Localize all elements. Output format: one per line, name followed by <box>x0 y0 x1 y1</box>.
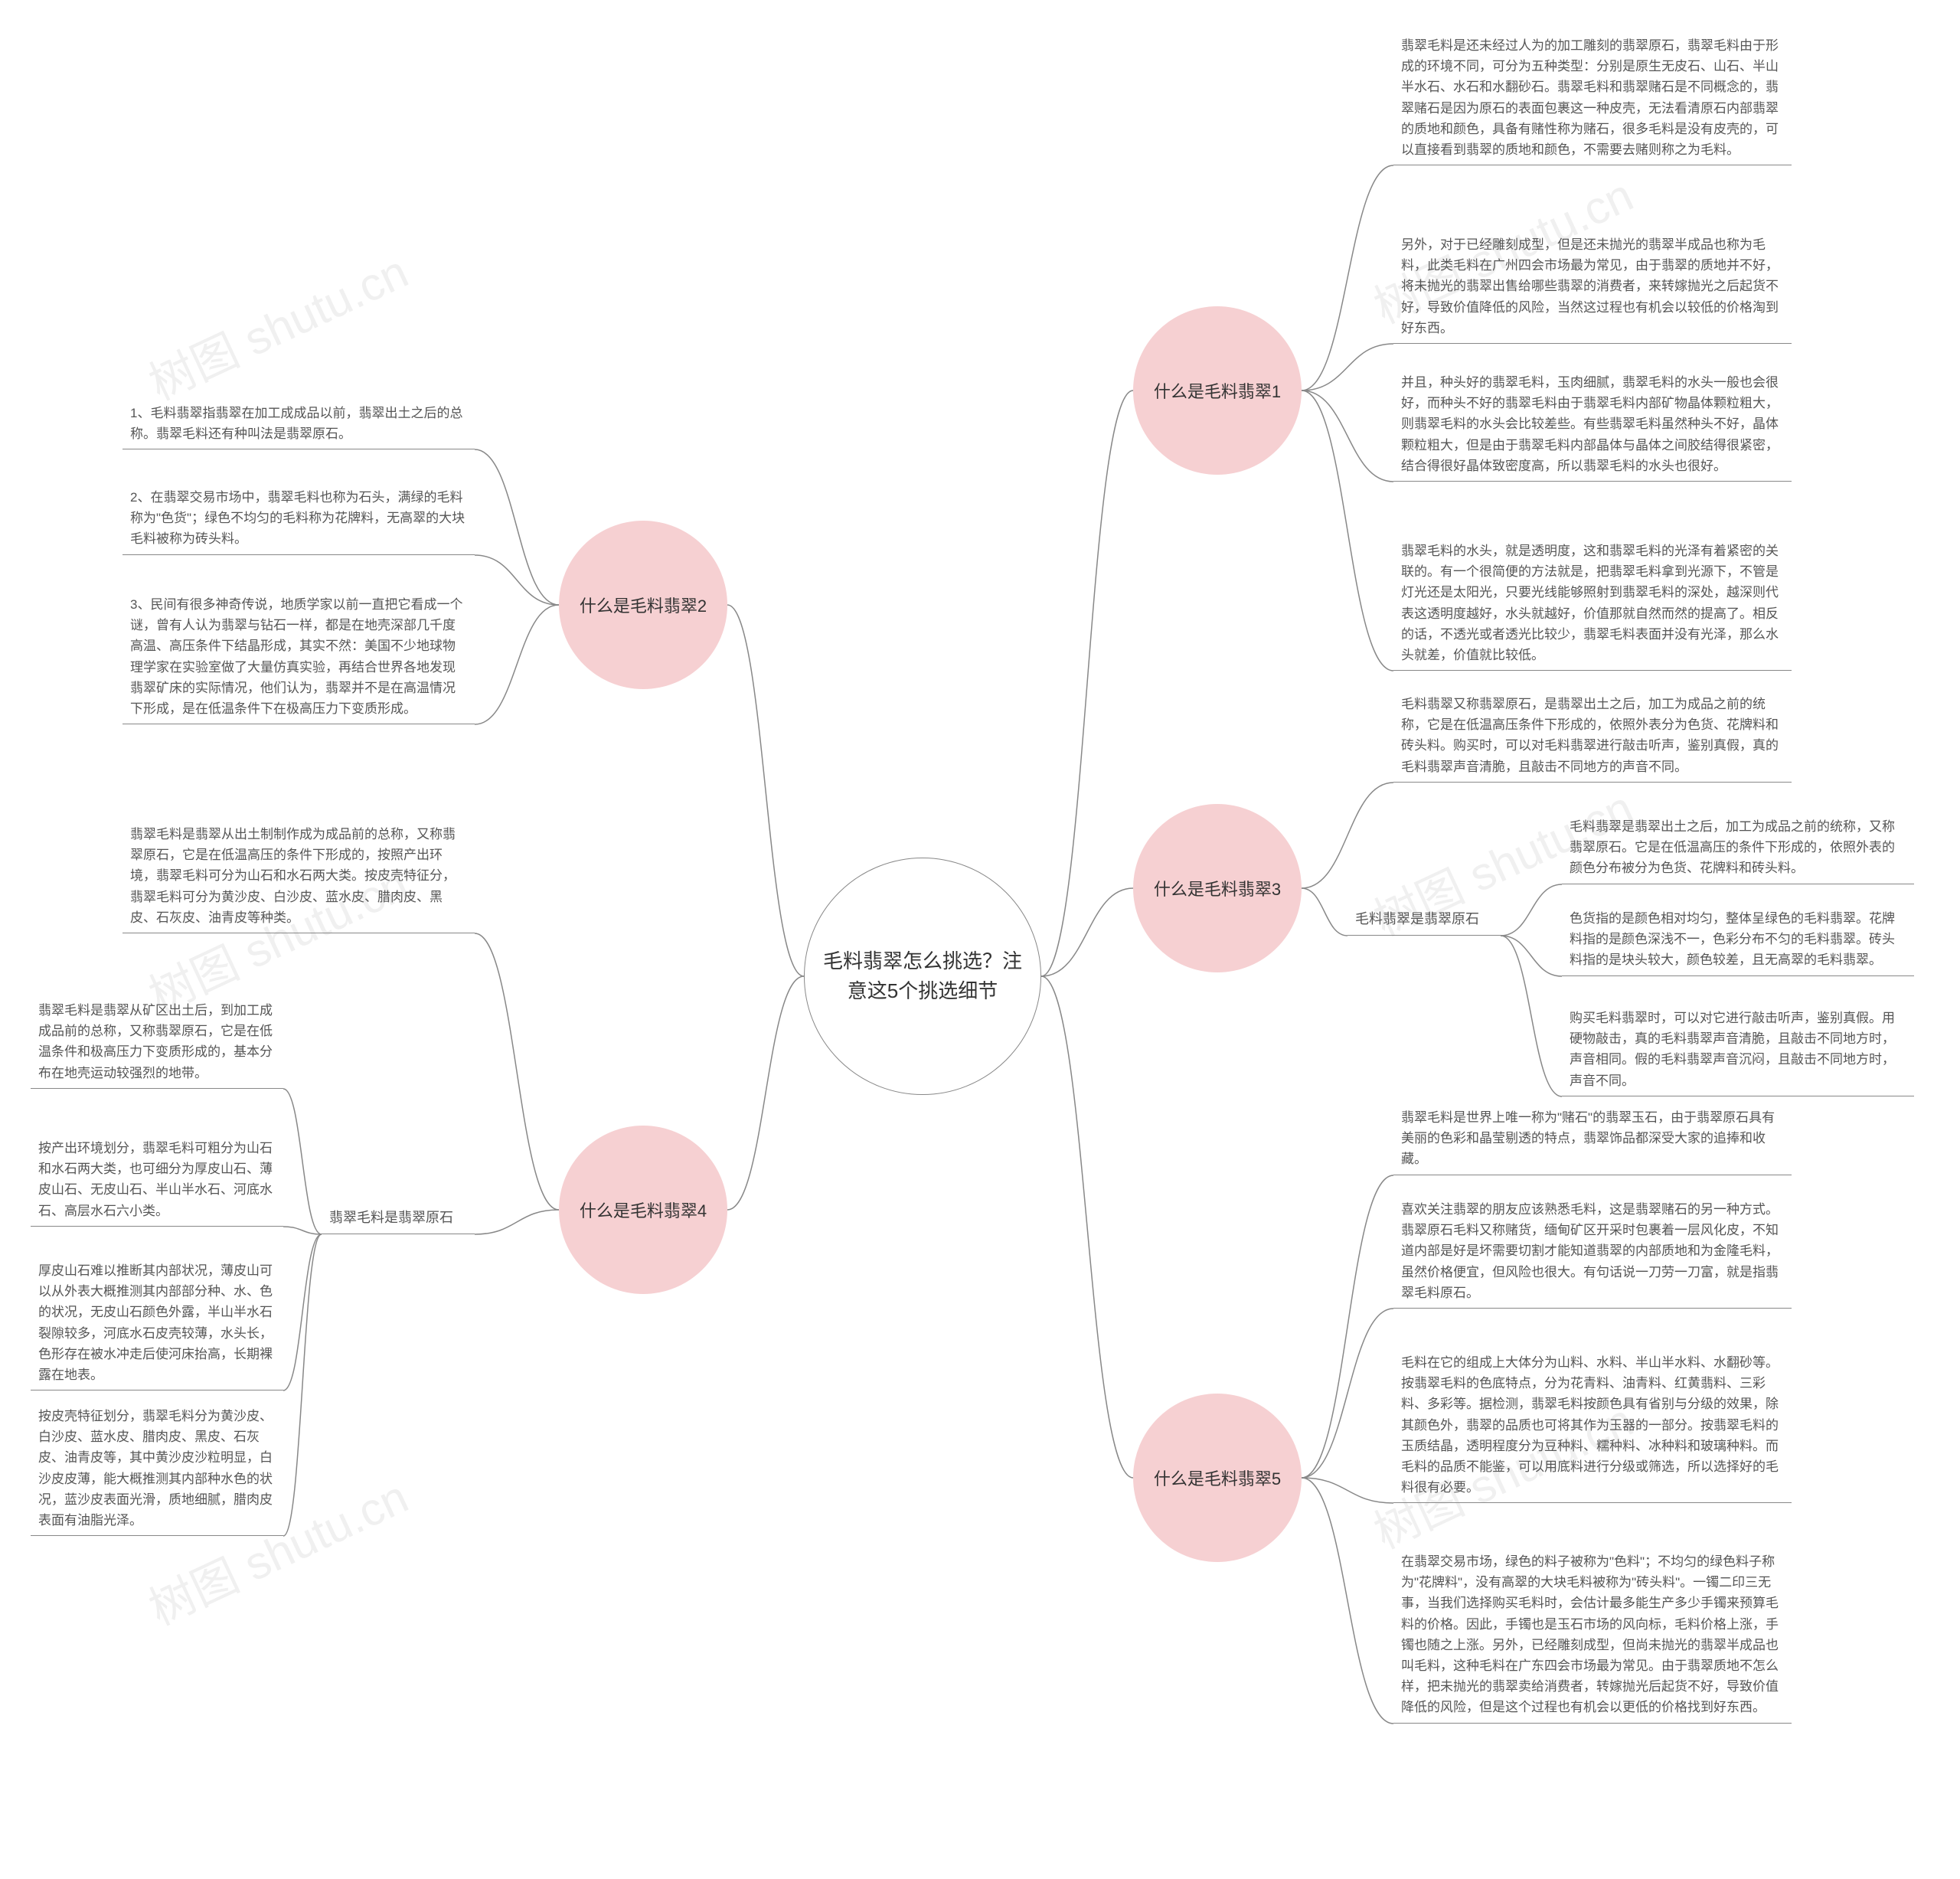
branch-label: 什么是毛料翡翠1 <box>1154 378 1281 403</box>
leaf-node: 毛料翡翠又称翡翠原石，是翡翠出土之后，加工为成品之前的统称，它是在低温高压条件下… <box>1393 689 1792 783</box>
branch-node[interactable]: 什么是毛料翡翠1 <box>1133 306 1302 475</box>
branch-node[interactable]: 什么是毛料翡翠4 <box>559 1126 727 1294</box>
leaf-node: 购买毛料翡翠时，可以对它进行敲击听声，鉴别真假。用硬物敲击，真的毛料翡翠声音清脆… <box>1562 1003 1914 1096</box>
branch-label: 什么是毛料翡翠4 <box>580 1198 707 1222</box>
leaf-node: 1、毛料翡翠指翡翠在加工成成品以前，翡翠出土之后的总称。翡翠毛料还有种叫法是翡翠… <box>122 398 475 449</box>
sub-node[interactable]: 毛料翡翠是翡翠原石 <box>1348 904 1501 936</box>
branch-node[interactable]: 什么是毛料翡翠5 <box>1133 1394 1302 1562</box>
leaf-node: 3、民间有很多神奇传说，地质学家以前一直把它看成一个谜，曾有人认为翡翠与钻石一样… <box>122 590 475 724</box>
leaf-node: 在翡翠交易市场，绿色的料子被称为"色料"；不均匀的绿色料子称为"花牌料"，没有高… <box>1393 1547 1792 1724</box>
branch-node[interactable]: 什么是毛料翡翠3 <box>1133 804 1302 972</box>
leaf-node: 翡翠毛料是世界上唯一称为"赌石"的翡翠玉石，由于翡翠原石具有美丽的色彩和晶莹剔透… <box>1393 1103 1792 1175</box>
leaf-node: 厚皮山石难以推断其内部状况，薄皮山可以从外表大概推测其内部部分种、水、色的状况，… <box>31 1256 283 1390</box>
leaf-node: 翡翠毛料是翡翠从矿区出土后，到加工成成品前的总称，又称翡翠原石，它是在低温条件和… <box>31 995 283 1089</box>
leaf-node: 并且，种头好的翡翠毛料，玉肉细腻，翡翠毛料的水头一般也会很好，而种头不好的翡翠毛… <box>1393 368 1792 482</box>
leaf-node: 按皮壳特征划分，翡翠毛料分为黄沙皮、白沙皮、蓝水皮、腊肉皮、黑皮、石灰皮、油青皮… <box>31 1401 283 1536</box>
leaf-node: 色货指的是颜色相对均匀，整体呈绿色的毛料翡翠。花牌料指的是颜色深浅不一，色彩分布… <box>1562 904 1914 976</box>
leaf-node: 2、在翡翠交易市场中，翡翠毛料也称为石头，满绿的毛料称为"色货"；绿色不均匀的毛… <box>122 482 475 555</box>
center-node[interactable]: 毛料翡翠怎么挑选？注意这5个挑选细节 <box>804 858 1041 1095</box>
branch-label: 什么是毛料翡翠5 <box>1154 1466 1281 1490</box>
branch-label: 什么是毛料翡翠3 <box>1154 876 1281 900</box>
watermark: 树图 shutu.cn <box>137 235 417 413</box>
leaf-node: 翡翠毛料是还未经过人为的加工雕刻的翡翠原石，翡翠毛料由于形成的环境不同，可分为五… <box>1393 31 1792 165</box>
branch-label: 什么是毛料翡翠2 <box>580 593 707 617</box>
leaf-node: 按产出环境划分，翡翠毛料可粗分为山石和水石两大类，也可细分为厚皮山石、薄皮山石、… <box>31 1133 283 1227</box>
leaf-node: 毛料在它的组成上大体分为山料、水料、半山半水料、水翻砂等。按翡翠毛料的色底特点，… <box>1393 1348 1792 1503</box>
leaf-node: 翡翠毛料的水头，就是透明度，这和翡翠毛料的光泽有着紧密的关联的。有一个很简便的方… <box>1393 536 1792 671</box>
leaf-node: 另外，对于已经雕刻成型，但是还未抛光的翡翠半成品也称为毛料，此类毛料在广州四会市… <box>1393 230 1792 344</box>
branch-node[interactable]: 什么是毛料翡翠2 <box>559 521 727 689</box>
leaf-node: 毛料翡翠是翡翠出土之后，加工为成品之前的统称，又称翡翠原石。它是在低温高压的条件… <box>1562 812 1914 884</box>
leaf-node: 翡翠毛料是翡翠从出土制制作成为成品前的总称，又称翡翠原石，它是在低温高压的条件下… <box>122 819 475 933</box>
leaf-node: 喜欢关注翡翠的朋友应该熟悉毛料，这是翡翠赌石的另一种方式。翡翠原石毛料又称赌货，… <box>1393 1194 1792 1309</box>
center-label: 毛料翡翠怎么挑选？注意这5个挑选细节 <box>820 946 1025 1006</box>
sub-node[interactable]: 翡翠毛料是翡翠原石 <box>322 1202 475 1234</box>
